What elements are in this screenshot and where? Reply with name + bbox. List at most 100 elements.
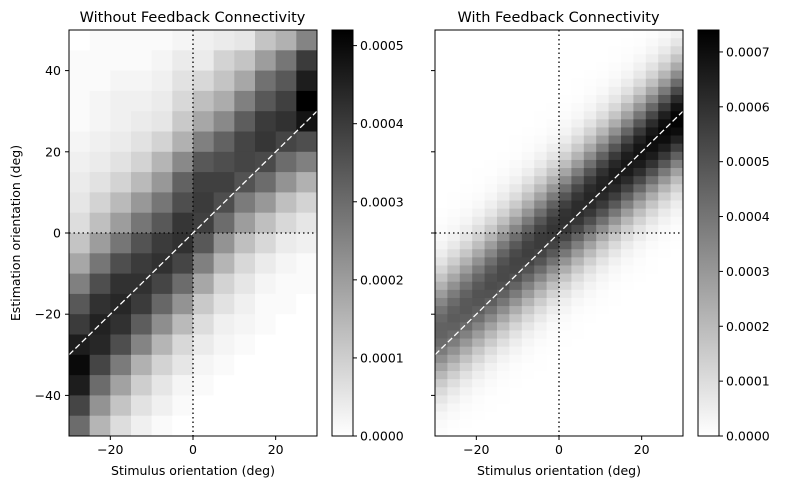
heatmap-cell bbox=[608, 427, 622, 437]
heatmap-cell bbox=[658, 281, 671, 291]
heatmap-cell bbox=[645, 257, 659, 266]
heatmap-cell bbox=[534, 143, 547, 153]
heatmap-cell bbox=[447, 354, 461, 364]
heatmap-cell bbox=[596, 94, 609, 104]
heatmap-cell bbox=[521, 176, 535, 185]
heatmap-cell bbox=[484, 362, 498, 372]
heatmap-cell bbox=[583, 322, 597, 331]
heatmap-cell bbox=[472, 427, 485, 437]
heatmap-cell bbox=[484, 78, 498, 88]
heatmap-cell bbox=[571, 184, 585, 193]
heatmap-cell bbox=[193, 395, 215, 417]
heatmap-cell bbox=[497, 224, 510, 234]
heatmap-cell bbox=[69, 293, 91, 315]
heatmap-cell bbox=[172, 253, 194, 274]
heatmap-cell bbox=[447, 387, 461, 396]
heatmap-cell bbox=[509, 330, 523, 339]
heatmap-cell bbox=[621, 314, 634, 323]
colorbar-tick-label: 0.0000 bbox=[726, 429, 770, 444]
heatmap-cell bbox=[275, 375, 297, 396]
heatmap-cell bbox=[546, 119, 560, 128]
heatmap-cell bbox=[670, 362, 684, 372]
heatmap-cell bbox=[534, 54, 547, 63]
heatmap-cell bbox=[670, 297, 684, 307]
heatmap-cell bbox=[633, 362, 647, 372]
heatmap-cell bbox=[497, 346, 510, 356]
heatmap-cell bbox=[658, 233, 671, 242]
heatmap-cell bbox=[596, 297, 609, 307]
heatmap-cell bbox=[110, 30, 132, 51]
heatmap-cell bbox=[658, 379, 671, 388]
heatmap-cell bbox=[110, 90, 132, 112]
heatmap-cell bbox=[497, 249, 510, 258]
heatmap-cell bbox=[435, 119, 448, 128]
heatmap-cell bbox=[559, 241, 572, 250]
heatmap-cell bbox=[472, 273, 485, 283]
axes-without-feedback: −20 0 20 −40 −20 0 20 40 bbox=[35, 63, 284, 457]
heatmap-cell bbox=[69, 395, 91, 417]
heatmap-cell bbox=[559, 338, 572, 348]
heatmap-cell bbox=[571, 200, 585, 210]
heatmap-cell bbox=[110, 212, 132, 234]
heatmap-cell bbox=[69, 30, 91, 51]
heatmap-cell bbox=[521, 395, 535, 404]
heatmap-cell bbox=[596, 86, 609, 96]
heatmap-cell bbox=[275, 233, 297, 254]
heatmap-cell bbox=[534, 94, 547, 104]
heatmap-cell bbox=[546, 151, 560, 161]
heatmap-cell bbox=[484, 159, 498, 169]
heatmap-cell bbox=[484, 265, 498, 274]
heatmap-cell bbox=[645, 322, 659, 331]
heatmap-cell bbox=[559, 419, 572, 429]
heatmap-cell bbox=[509, 427, 523, 437]
heatmap-cell bbox=[645, 78, 659, 88]
heatmap-cell bbox=[596, 346, 609, 356]
heatmap-cell bbox=[484, 86, 498, 96]
heatmap-cell bbox=[435, 427, 448, 437]
x-tick-label: 20 bbox=[268, 442, 284, 457]
heatmap-cell bbox=[172, 172, 194, 193]
colorbar-without-feedback: 0.0000 0.0001 0.0002 0.0003 0.0004 0.0005 bbox=[331, 29, 404, 444]
heatmap-cell bbox=[472, 387, 485, 396]
heatmap-cell bbox=[658, 265, 671, 274]
heatmap-cell bbox=[172, 314, 194, 335]
heatmap-cell bbox=[571, 411, 585, 421]
heatmap-cell bbox=[213, 334, 235, 356]
heatmap-cell bbox=[509, 54, 523, 63]
heatmap-cell bbox=[645, 62, 659, 71]
heatmap-cell bbox=[472, 338, 485, 348]
heatmap-cell bbox=[151, 212, 173, 234]
heatmap-cell bbox=[497, 379, 510, 388]
heatmap-cell bbox=[608, 103, 622, 112]
colorbar-tick-label: 0.0000 bbox=[360, 429, 404, 444]
heatmap-cell bbox=[472, 94, 485, 104]
heatmap-cell bbox=[447, 143, 461, 153]
heatmap-cell bbox=[596, 184, 609, 193]
heatmap-cell bbox=[608, 168, 622, 177]
heatmap-cell bbox=[583, 297, 597, 307]
heatmap-cell bbox=[546, 379, 560, 388]
heatmap-cell bbox=[296, 375, 318, 396]
heatmap-cell bbox=[608, 143, 622, 153]
heatmap-cell bbox=[583, 281, 597, 291]
heatmap-cell bbox=[621, 208, 634, 218]
heatmap-cell bbox=[213, 30, 235, 51]
heatmap-cell bbox=[296, 253, 318, 274]
heatmap-cell bbox=[472, 257, 485, 266]
heatmap-cell bbox=[484, 70, 498, 80]
heatmap-cell bbox=[621, 62, 634, 71]
heatmap-cell bbox=[546, 354, 560, 364]
heatmap-cell bbox=[670, 233, 684, 242]
heatmap-cell bbox=[658, 94, 671, 104]
heatmap-cell bbox=[546, 265, 560, 274]
heatmap-cell bbox=[459, 200, 473, 210]
heatmap-cell bbox=[509, 143, 523, 153]
heatmap-cell bbox=[213, 111, 235, 132]
heatmap-cell bbox=[69, 253, 91, 274]
heatmap-cell bbox=[658, 135, 671, 145]
heatmap-cell bbox=[608, 200, 622, 210]
heatmap-cell bbox=[645, 395, 659, 404]
heatmap-cell bbox=[608, 216, 622, 226]
heatmap-cell bbox=[255, 111, 277, 132]
heatmap-cell bbox=[583, 168, 597, 177]
